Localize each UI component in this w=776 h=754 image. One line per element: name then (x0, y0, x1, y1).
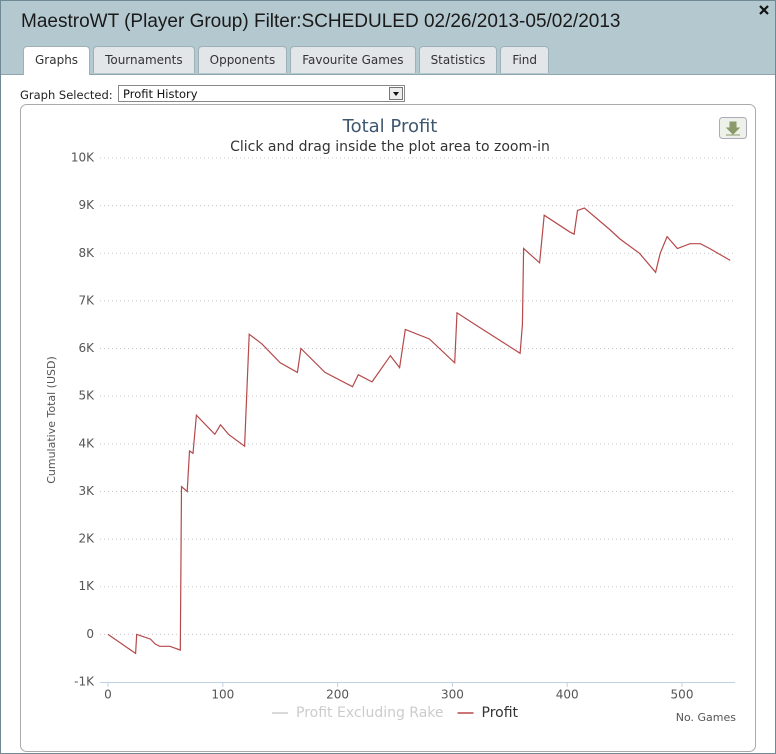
window-title: MaestroWT (Player Group) Filter:SCHEDULE… (21, 11, 621, 32)
export-button[interactable] (719, 117, 747, 139)
y-tick-label: -1K (74, 675, 95, 689)
y-axis-label: Cumulative Total (USD) (45, 356, 58, 484)
y-tick-label: 3K (78, 484, 95, 498)
x-tick-label: 0 (104, 688, 112, 702)
legend-label: Profit Excluding Rake (296, 705, 444, 721)
title-bar: MaestroWT (Player Group) Filter:SCHEDULE… (1, 1, 775, 75)
chart-panel (20, 104, 756, 752)
y-tick-label: 6K (78, 341, 95, 355)
select-arrow (389, 87, 403, 100)
y-tick-label: 8K (78, 246, 95, 260)
y-tick-label: 9K (78, 198, 95, 212)
x-axis-label: No. Games (676, 711, 737, 724)
tab[interactable]: Tournaments (93, 46, 195, 73)
legend-label: Profit (482, 705, 519, 721)
close-button[interactable] (759, 5, 769, 15)
x-tick-label: 500 (671, 688, 694, 702)
tab[interactable]: Favourite Games (290, 46, 416, 73)
x-tick-label: 200 (326, 688, 349, 702)
tab-bar: Graphs Tournaments Opponents Favourite G… (23, 46, 550, 75)
tab[interactable]: Find (500, 46, 550, 73)
y-tick-label: 5K (78, 389, 95, 403)
select-label: Graph Selected: (20, 88, 113, 102)
select-value: Profit History (123, 87, 198, 101)
tab[interactable]: Opponents (197, 46, 288, 73)
y-tick-label: 1K (78, 579, 95, 593)
profit-line (107, 207, 731, 655)
y-tick-label: 7K (78, 293, 95, 307)
x-tick-label: 100 (211, 688, 234, 702)
tab[interactable]: Statistics (418, 46, 498, 73)
chart-subtitle: Click and drag inside the plot area to z… (230, 139, 550, 155)
y-tick-label: 10K (71, 151, 95, 165)
tab[interactable]: Graphs (23, 46, 91, 75)
y-tick-label: 2K (78, 532, 95, 546)
x-tick-label: 300 (441, 688, 464, 702)
x-tick-label: 400 (556, 688, 579, 702)
graph-select[interactable]: Profit History (118, 85, 405, 102)
y-tick-label: 0 (86, 627, 94, 641)
y-tick-label: 4K (78, 436, 95, 450)
chart-title: Total Profit (342, 116, 438, 137)
